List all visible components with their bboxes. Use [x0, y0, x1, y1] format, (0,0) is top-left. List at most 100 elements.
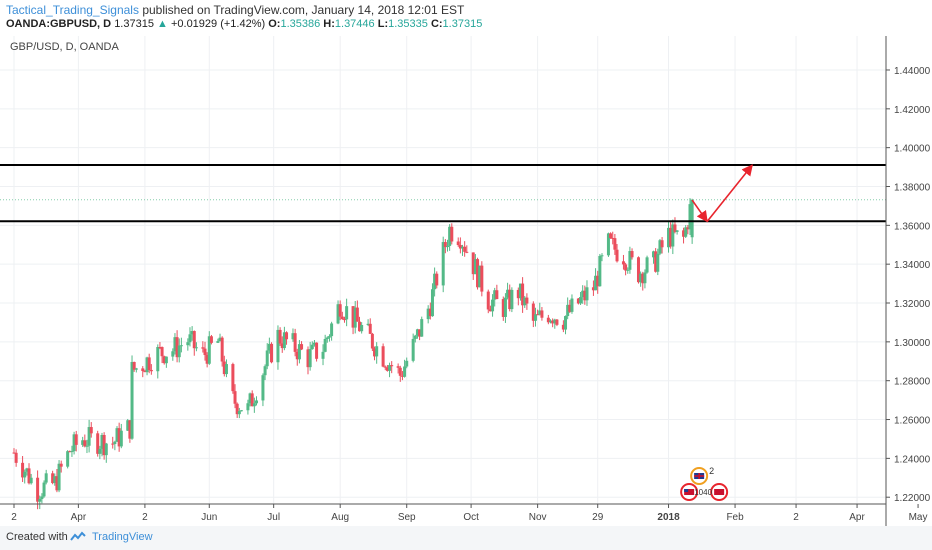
candle-down	[551, 320, 555, 324]
header-bar: Tactical_Trading_Signals published on Tr…	[0, 0, 932, 36]
candle-up	[70, 451, 74, 453]
candle-up	[553, 319, 557, 324]
time-tick-label: Apr	[849, 512, 865, 523]
candle-down	[83, 440, 87, 447]
candle-down	[293, 333, 297, 352]
candle-down	[583, 290, 587, 301]
event-markers[interactable]: 2 1040	[680, 466, 729, 501]
candle-up	[461, 246, 465, 249]
candle-down	[428, 308, 432, 317]
candle-down	[160, 347, 164, 357]
candle-up	[98, 448, 102, 454]
price-tick-label: 1.22000	[894, 493, 931, 504]
candle-down	[480, 265, 484, 292]
publish-line: Tactical_Trading_Signals published on Tr…	[6, 3, 464, 17]
quote-line: OANDA:GBPUSD, D 1.37315 ▲ +0.01929 (+1.4…	[6, 18, 482, 30]
candle-down	[68, 451, 72, 453]
candle-up	[321, 351, 325, 359]
candle-up	[325, 337, 329, 339]
candle-up	[388, 365, 392, 371]
candle-down	[51, 473, 55, 484]
uk-flag-icon[interactable]	[690, 467, 709, 485]
candle-up	[145, 357, 149, 373]
candle-up	[53, 476, 57, 484]
candle-up	[645, 257, 649, 273]
created-with-label: Created with	[6, 531, 68, 543]
candle-down	[14, 452, 18, 463]
candle-up	[433, 273, 437, 290]
candle-up	[308, 349, 312, 368]
candle-down	[285, 332, 289, 340]
price-tick-label: 1.44000	[894, 66, 931, 77]
price-chart[interactable]: GBP/USD, D, OANDA 1.391051.362091.37315 …	[0, 36, 932, 526]
candle-down	[222, 361, 226, 375]
candle-down	[516, 289, 520, 299]
us-flag-icon[interactable]	[680, 483, 729, 501]
candle-down	[295, 351, 299, 360]
candle-up	[188, 334, 192, 343]
candle-up	[85, 445, 89, 447]
candle-down	[591, 287, 595, 291]
candle-down	[488, 309, 492, 312]
candle-up	[66, 451, 70, 467]
candle-down	[102, 434, 106, 456]
candle-down	[340, 316, 344, 320]
candle-down	[611, 237, 615, 239]
time-tick-label: 2018	[657, 512, 680, 523]
time-tick-label: Jun	[201, 512, 217, 523]
candle-up	[218, 337, 222, 342]
candle-up	[671, 224, 675, 247]
candle-up	[310, 344, 314, 350]
candle-down	[465, 251, 469, 253]
candle-up	[276, 329, 280, 363]
candle-down	[270, 343, 274, 363]
candle-down	[74, 434, 78, 445]
candle-down	[55, 476, 59, 491]
candle-up	[518, 283, 522, 299]
author-link[interactable]: Tactical_Trading_Signals	[6, 3, 139, 17]
candle-up	[224, 364, 228, 375]
candle-down	[280, 343, 284, 349]
time-tick-label: May	[909, 512, 928, 523]
time-tick-label: Jul	[267, 512, 280, 523]
candle-down	[615, 249, 619, 262]
candle-up	[239, 410, 243, 412]
candle-up	[688, 204, 692, 230]
candle-up	[570, 298, 574, 312]
candle-down	[36, 477, 40, 502]
candle-down	[306, 349, 310, 368]
candle-up	[403, 366, 407, 377]
candle-down	[27, 468, 31, 484]
candle-down	[613, 238, 617, 250]
candle-up	[237, 411, 241, 415]
candle-down	[351, 306, 355, 328]
candle-up	[366, 323, 370, 325]
candle-up	[177, 345, 181, 358]
annotation-arrows	[691, 164, 753, 223]
candle-down	[576, 298, 580, 304]
candle-up	[675, 230, 679, 232]
tradingview-brand-link[interactable]: TradingView	[92, 531, 153, 543]
candle-down	[400, 375, 404, 377]
candle-down	[536, 314, 540, 316]
candle-down	[443, 242, 447, 248]
candle-up	[130, 361, 134, 439]
candle-down	[546, 317, 550, 323]
publish-info: published on TradingView.com, January 14…	[142, 3, 465, 17]
last-price: 1.37315	[114, 18, 154, 30]
candle-up	[566, 304, 570, 317]
candle-down	[621, 261, 625, 265]
candle-up	[420, 319, 424, 337]
chart-background	[0, 36, 932, 526]
close-value: 1.37315	[442, 18, 483, 30]
candle-down	[555, 319, 559, 325]
candle-down	[220, 337, 224, 362]
time-axis[interactable]: 2 Apr 2 Jun Jul Aug Sep Oct Nov 29 2018 Feb 2 Apr May	[0, 503, 928, 523]
price-axis[interactable]: 1.44000 1.42000 1.40000 1.38000 1.36000 1.340…	[885, 36, 932, 526]
price-tick-label: 1.32000	[894, 299, 931, 310]
candle-down	[673, 224, 677, 232]
candle-up	[171, 351, 175, 357]
candle-down	[128, 420, 132, 439]
candle-down	[233, 391, 237, 404]
candle-up	[510, 289, 514, 310]
